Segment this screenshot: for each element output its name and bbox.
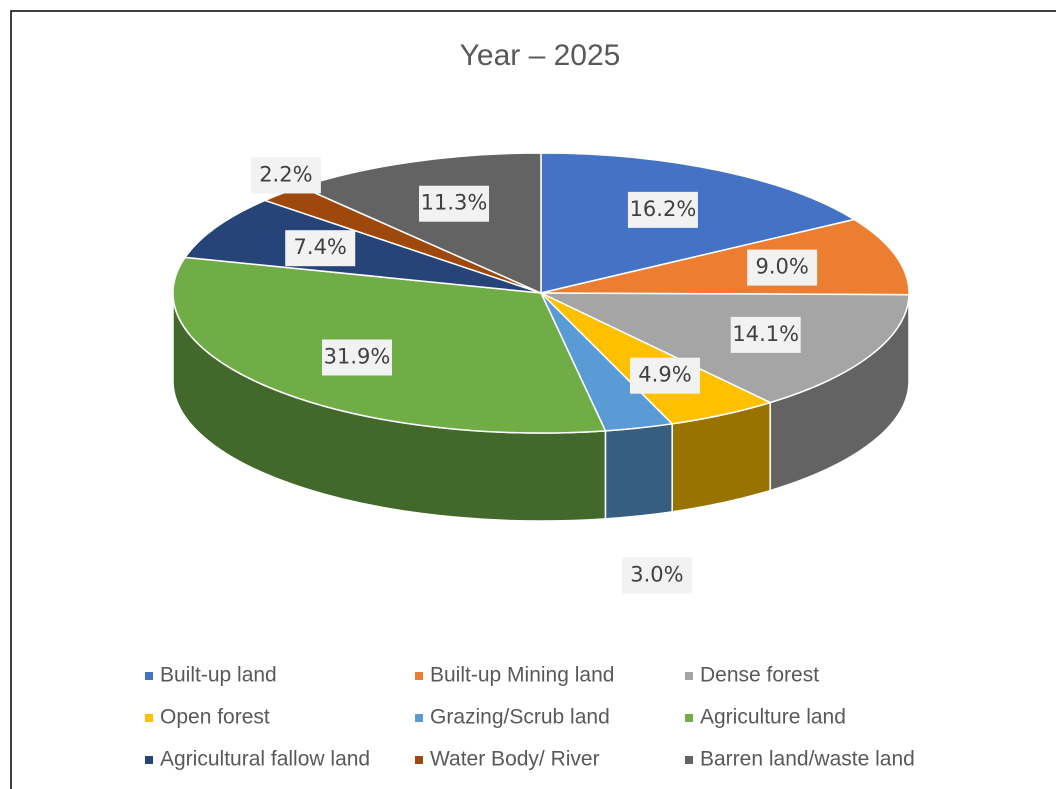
legend-marker	[415, 672, 423, 680]
data-label-bg	[285, 230, 356, 267]
legend-marker	[685, 672, 693, 680]
legend-label: Agricultural fallow land	[160, 748, 370, 771]
pie-slice-side	[604, 422, 673, 520]
data-label-bg	[419, 185, 490, 222]
legend-marker	[685, 756, 693, 764]
legend-marker	[415, 756, 423, 764]
legend-label: Built-up land	[160, 664, 277, 687]
data-label-bg	[627, 191, 698, 228]
legend-marker	[145, 756, 153, 764]
data-label: 3.0%	[630, 562, 683, 586]
legend-label: Water Body/ River	[430, 748, 600, 771]
data-label-bg	[250, 157, 321, 194]
legend-label: Built-up Mining land	[430, 664, 614, 687]
data-label: 11.3%	[421, 191, 488, 215]
data-label: 16.2%	[630, 197, 697, 221]
data-label: 4.9%	[638, 363, 691, 387]
legend-label: Barren land/waste land	[700, 748, 915, 771]
legend-marker	[415, 714, 423, 722]
pie-slice	[540, 292, 910, 404]
data-label: 9.0%	[755, 255, 808, 279]
legend-marker	[145, 714, 153, 722]
legend-label: Open forest	[160, 706, 270, 729]
data-label: 14.1%	[732, 322, 799, 346]
legend-label: Agriculture land	[700, 706, 846, 729]
data-label-bg	[321, 339, 392, 376]
data-label-bg	[629, 357, 700, 394]
legend-label: Dense forest	[700, 664, 819, 687]
data-label: 7.4%	[294, 235, 347, 259]
data-label: 31.9%	[324, 345, 391, 369]
data-label-bg	[621, 557, 692, 594]
data-label: 2.2%	[259, 162, 312, 186]
chart-title: Year – 2025	[460, 39, 621, 72]
legend-marker	[145, 672, 153, 680]
pie-slice	[183, 199, 542, 294]
data-label-bg	[730, 316, 801, 353]
data-label-bg	[747, 249, 818, 286]
legend-marker	[685, 714, 693, 722]
legend-label: Grazing/Scrub land	[430, 706, 610, 729]
